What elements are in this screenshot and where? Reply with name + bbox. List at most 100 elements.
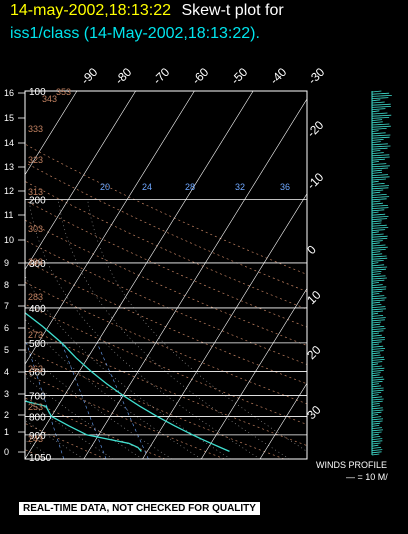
wind-barb — [371, 220, 382, 223]
wind-barb — [371, 106, 391, 108]
wind-barb — [371, 383, 379, 385]
isotherm — [319, 91, 408, 459]
wind-barb — [371, 328, 386, 330]
dry-adiabat — [25, 349, 285, 459]
wind-barb — [371, 418, 384, 421]
right-temperature-label: -20 — [304, 118, 326, 140]
wind-barb — [371, 227, 389, 229]
wind-barb — [371, 284, 383, 286]
dry-adiabat-label: 343 — [42, 94, 57, 104]
wind-barb — [371, 158, 385, 161]
wind-barb — [371, 427, 382, 429]
wind-barb — [371, 425, 380, 427]
wind-barb — [371, 101, 385, 104]
dry-adiabat — [25, 423, 106, 459]
wind-barb — [371, 90, 382, 93]
wind-barb — [371, 339, 385, 341]
wind-barb — [371, 396, 383, 399]
isotherm — [259, 382, 307, 459]
dry-adiabat — [25, 397, 166, 459]
isotherm — [142, 193, 307, 459]
dry-adiabat — [25, 162, 307, 292]
mixing-ratio-label: 20 — [100, 182, 110, 192]
wind-barb — [371, 174, 389, 176]
wind-barb — [371, 387, 384, 390]
isotherm — [25, 91, 195, 365]
wind-barb — [371, 176, 390, 179]
winds-scale-label: — = 10 M/ — [346, 472, 388, 482]
dry-adiabat — [25, 180, 307, 310]
height-tick-label: 0 — [4, 447, 9, 457]
dry-adiabat — [25, 281, 307, 405]
wind-barb — [371, 172, 383, 174]
wind-barb — [371, 183, 385, 185]
wind-barb — [371, 191, 381, 194]
temperature-profile — [25, 311, 230, 452]
height-tick-label: 8 — [4, 280, 9, 290]
wind-barb — [371, 352, 380, 355]
wind-barb — [371, 224, 387, 227]
wind-barb — [371, 207, 389, 209]
wind-barb — [371, 308, 386, 311]
wind-barb — [371, 194, 387, 196]
height-tick-label: 6 — [4, 323, 9, 333]
wind-barb — [371, 196, 390, 198]
wind-barb — [371, 198, 387, 201]
top-temperature-label: -30 — [305, 65, 327, 87]
wind-barb — [371, 150, 381, 152]
dry-adiabat-label: 293 — [28, 257, 43, 267]
wind-barb — [371, 262, 379, 264]
wind-barb — [371, 134, 391, 137]
wind-barb — [371, 108, 386, 110]
pressure-label: 200 — [29, 195, 46, 206]
wind-barb — [371, 156, 390, 159]
right-temperature-label: -10 — [304, 170, 326, 192]
wind-barb — [371, 438, 383, 440]
wind-barb — [371, 453, 380, 456]
height-tick-label: 2 — [4, 410, 9, 420]
wind-barb — [371, 264, 385, 267]
winds-profile-label: WINDS PROFILE — [316, 460, 388, 470]
dry-adiabat — [25, 239, 307, 365]
wind-barb — [371, 420, 383, 423]
wind-barb — [371, 403, 380, 405]
dry-adiabat-label: 333 — [28, 124, 43, 134]
wind-barb — [371, 253, 383, 256]
wind-barb — [371, 209, 385, 212]
wind-barb — [371, 286, 387, 289]
wind-barb — [371, 128, 387, 130]
pressure-label: 900 — [29, 431, 46, 442]
wind-barb — [371, 398, 384, 401]
wind-barb — [371, 147, 388, 150]
height-tick-label: 5 — [4, 345, 9, 355]
wind-barb — [371, 110, 380, 113]
wind-barb — [371, 114, 392, 117]
wind-barb — [371, 205, 388, 207]
height-tick-label: 11 — [4, 210, 13, 220]
wind-barb — [371, 282, 380, 284]
wind-barb — [371, 187, 389, 190]
wind-barb — [371, 345, 384, 348]
wind-barb — [371, 385, 382, 388]
isotherm — [83, 98, 307, 459]
wind-barb — [371, 200, 381, 203]
wind-barb — [371, 143, 388, 146]
wind-barb — [371, 249, 386, 251]
wind-barb — [371, 165, 390, 168]
wind-barb — [371, 99, 381, 102]
dry-adiabat — [25, 200, 307, 328]
wind-barb — [371, 372, 381, 374]
mixing-ratio-line — [26, 342, 65, 459]
wind-barb — [371, 178, 386, 181]
height-tick-label: 1 — [4, 427, 9, 437]
wind-barb — [371, 132, 386, 135]
wind-barb — [371, 271, 382, 273]
dry-adiabat-label: 253 — [28, 402, 43, 412]
plot-frame — [24, 90, 308, 460]
wind-barb — [371, 304, 382, 306]
wind-barb — [371, 343, 380, 346]
title-label: Skew-t plot for — [181, 2, 284, 19]
wind-barb — [371, 154, 390, 157]
wind-barb — [371, 332, 380, 335]
wind-barb — [371, 295, 385, 297]
